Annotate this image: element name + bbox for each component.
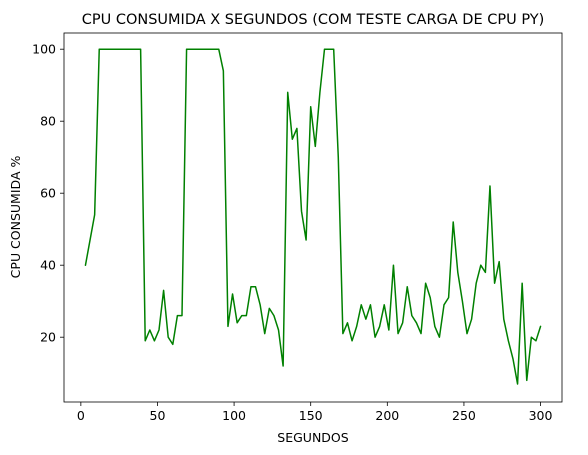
x-tick-label: 100 — [222, 408, 246, 423]
chart-title: CPU CONSUMIDA X SEGUNDOS (COM TESTE CARG… — [82, 12, 545, 28]
y-tick-label: 80 — [40, 114, 56, 129]
y-tick-label: 100 — [32, 42, 56, 57]
y-tick-label: 20 — [40, 330, 56, 345]
x-tick-label: 250 — [452, 408, 476, 423]
y-axis-label: CPU CONSUMIDA % — [8, 156, 23, 279]
cpu-usage-line — [84, 48, 542, 385]
x-axis-label: SEGUNDOS — [277, 430, 348, 445]
x-tick-label: 300 — [529, 408, 553, 423]
y-tick-label: 60 — [40, 186, 56, 201]
y-tick-label: 40 — [40, 258, 56, 273]
x-tick-label: 0 — [77, 408, 85, 423]
x-tick-label: 50 — [150, 408, 166, 423]
x-tick-label: 200 — [375, 408, 399, 423]
x-axis-ticks: 0 50 100 150 200 250 300 — [77, 402, 553, 423]
x-tick-label: 150 — [299, 408, 323, 423]
y-axis-ticks: 20 40 60 80 100 — [32, 42, 64, 345]
plot-area-frame — [63, 32, 563, 403]
